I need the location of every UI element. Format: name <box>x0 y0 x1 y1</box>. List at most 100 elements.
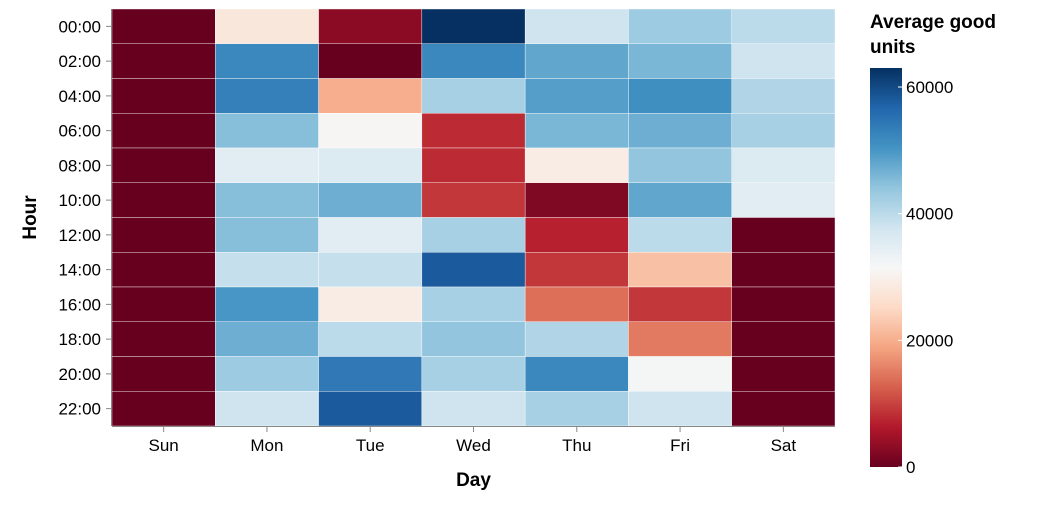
heatmap-cell <box>628 391 732 427</box>
heatmap-cell <box>318 321 423 357</box>
legend-gradient-bar <box>870 68 902 467</box>
heatmap-cell <box>215 43 319 79</box>
heatmap-cell <box>628 356 732 392</box>
heatmap-cell <box>524 391 629 427</box>
y-tick-label: 14:00 <box>58 261 101 280</box>
heatmap-cell <box>628 43 732 79</box>
x-tick-label: Thu <box>562 436 591 455</box>
heatmap-cell <box>421 286 526 322</box>
heatmap-cell <box>421 78 526 114</box>
heatmap-cell <box>628 113 732 149</box>
y-tick-label: 18:00 <box>58 330 101 349</box>
heatmap-cell <box>215 8 319 44</box>
legend-tick-label: 20000 <box>906 331 953 350</box>
heatmap-cell <box>215 182 319 218</box>
heatmap-cell <box>628 8 732 44</box>
heatmap-cell <box>111 43 216 79</box>
heatmap-cell <box>215 113 319 149</box>
heatmap-cell <box>318 78 423 114</box>
heatmap-cell <box>731 321 836 357</box>
legend-tick-label: 40000 <box>906 205 953 224</box>
heatmap-cell <box>731 147 836 183</box>
heatmap-cell <box>111 391 216 427</box>
heatmap-cell <box>215 391 319 427</box>
x-tick-label: Wed <box>456 436 491 455</box>
heatmap-cell <box>215 78 319 114</box>
heatmap-cell <box>111 356 216 392</box>
y-tick-label: 10:00 <box>58 191 101 210</box>
legend-tick-label: 0 <box>906 458 915 477</box>
heatmap-cell <box>524 8 629 44</box>
heatmap-cell <box>731 217 836 253</box>
y-tick-label: 00:00 <box>58 17 101 36</box>
heatmap-cell <box>421 113 526 149</box>
heatmap-cell <box>318 286 423 322</box>
heatmap-cell <box>524 356 629 392</box>
heatmap-cell <box>111 321 216 357</box>
heatmap-cell <box>111 78 216 114</box>
heatmap-cell <box>215 217 319 253</box>
heatmap-cell <box>421 43 526 79</box>
heatmap-cell <box>628 147 732 183</box>
heatmap-cell <box>421 356 526 392</box>
heatmap-cell <box>421 321 526 357</box>
heatmap-cell <box>318 252 423 288</box>
heatmap-cell <box>628 217 732 253</box>
heatmap-cell <box>318 391 423 427</box>
heatmap-cell <box>111 217 216 253</box>
heatmap-cell <box>628 78 732 114</box>
heatmap-cell <box>731 113 836 149</box>
x-tick-label: Fri <box>670 436 690 455</box>
heatmap-cell <box>318 217 423 253</box>
heatmap-cell <box>421 182 526 218</box>
heatmap-cell <box>731 182 836 218</box>
heatmap-cell <box>318 356 423 392</box>
y-tick-label: 22:00 <box>58 400 101 419</box>
heatmap-cell <box>215 147 319 183</box>
heatmap-cell <box>421 391 526 427</box>
legend-tick-label: 60000 <box>906 78 953 97</box>
heatmap-cell <box>318 113 423 149</box>
heatmap-cell <box>318 182 423 218</box>
heatmap-cell <box>731 356 836 392</box>
y-axis: 00:00 02:00 04:00 06:00 08:00 10:00 12:00 14:00… <box>58 9 112 426</box>
color-legend: Average good units 0 20000 40000 60000 <box>870 12 996 477</box>
heatmap-cell <box>421 217 526 253</box>
heatmap-cell <box>524 182 629 218</box>
legend-ticks: 0 20000 40000 60000 <box>898 78 953 477</box>
y-tick-label: 08:00 <box>58 156 101 175</box>
heatmap-cell <box>524 43 629 79</box>
heatmap-cell <box>524 147 629 183</box>
heatmap-cell <box>731 78 836 114</box>
heatmap-cell <box>628 286 732 322</box>
heatmap-cell <box>111 8 216 44</box>
heatmap-cell <box>731 286 836 322</box>
heatmap-cell <box>524 113 629 149</box>
heatmap-cell <box>111 286 216 322</box>
x-tick-label: Mon <box>250 436 283 455</box>
y-tick-label: 12:00 <box>58 226 101 245</box>
heatmap-cell <box>215 321 319 357</box>
heatmap-cell <box>731 252 836 288</box>
y-tick-label: 02:00 <box>58 52 101 71</box>
heatmap-cell <box>421 147 526 183</box>
x-axis: Sun Mon Tue Wed Thu Fri Sat <box>112 426 835 455</box>
y-axis-title: Hour <box>20 195 41 240</box>
y-tick-label: 16:00 <box>58 295 101 314</box>
heatmap-cell <box>731 391 836 427</box>
heatmap-cell <box>524 217 629 253</box>
heatmap-cell <box>421 252 526 288</box>
heatmap-cell <box>215 356 319 392</box>
heatmap-cell <box>628 182 732 218</box>
heatmap-cell <box>318 43 423 79</box>
heatmap-cell <box>111 147 216 183</box>
heatmap-cell <box>731 8 836 44</box>
x-axis-title: Day <box>456 470 491 491</box>
heatmap-cell <box>628 321 732 357</box>
heatmap-cell <box>628 252 732 288</box>
x-tick-label: Sat <box>771 436 797 455</box>
y-tick-label: 20:00 <box>58 365 101 384</box>
heatmap-cell <box>318 147 423 183</box>
heatmap-cell <box>524 78 629 114</box>
